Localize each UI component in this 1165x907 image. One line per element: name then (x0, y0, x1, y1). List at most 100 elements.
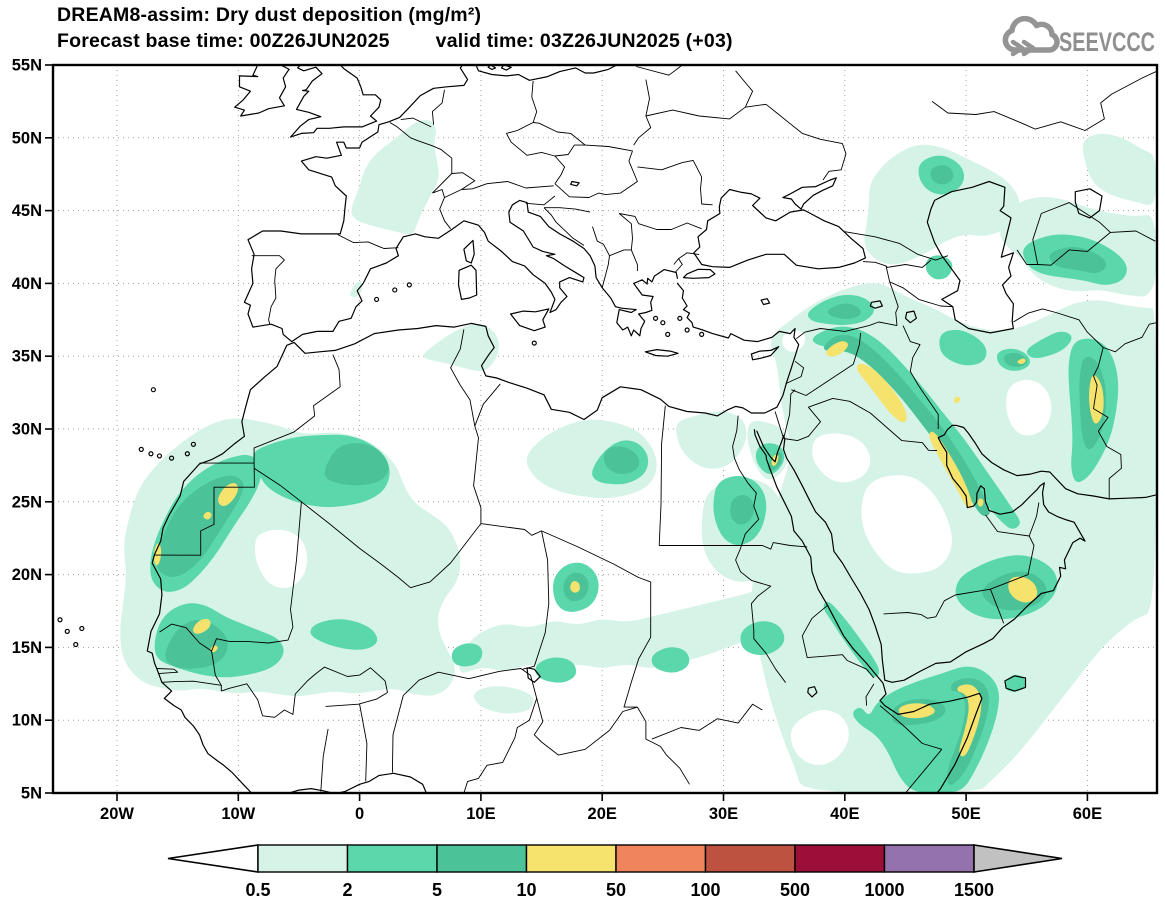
colorbar-cell (704, 844, 796, 873)
y-tick-label: 45N (12, 202, 42, 220)
colorbar-tick-label: 500 (780, 880, 810, 900)
x-tick-label: 20W (100, 805, 134, 823)
dust-gap-region (812, 433, 871, 483)
dust-contour-layer (120, 119, 1157, 793)
colorbar-cell (794, 844, 886, 873)
dust-region-level-4 (826, 341, 849, 357)
y-tick-label: 20N (12, 566, 42, 584)
dust-gap-region (790, 710, 849, 766)
dust-region-level-2 (535, 657, 577, 683)
dust-region-level-1 (459, 569, 819, 673)
dust-region-level-4 (857, 363, 907, 423)
colorbar-tick-label: 1500 (954, 880, 994, 900)
seevccc-logo: SEEVCCC (999, 14, 1159, 62)
dust-region-level-1 (864, 144, 1020, 265)
colorbar: 0.5 2 5 10 50 100 500 1000 1500 (167, 844, 1063, 900)
dust-region-level-3 (930, 165, 954, 185)
colorbar-tick-label: 2 (342, 880, 352, 900)
colorbar-tick-label: 5 (432, 880, 442, 900)
dust-region-level-3 (603, 446, 640, 475)
dust-region-level-4 (218, 483, 239, 506)
colorbar-under-arrow (167, 844, 259, 873)
dust-region-level-4 (1089, 375, 1104, 424)
dust-gap-region (1006, 379, 1052, 436)
axis-ticks (45, 64, 1089, 801)
country-border-layer (153, 65, 1157, 793)
base-time-text: Forecast base time: 00Z26JUN2025 (57, 30, 390, 52)
plot-header: DREAM8-assim: Dry dust deposition (mg/m²… (57, 4, 733, 53)
dust-region-level-3 (823, 335, 990, 517)
cloud-logo-icon (1002, 15, 1060, 57)
y-tick-label: 25N (12, 493, 42, 511)
dust-region-level-4 (953, 396, 961, 404)
dust-region-level-1 (1082, 133, 1157, 206)
y-tick-label: 50N (12, 129, 42, 147)
x-tick-label: 50E (951, 805, 980, 823)
colorbar-cell (436, 844, 528, 873)
dust-region-level-2 (740, 621, 785, 656)
y-tick-label: 30N (12, 421, 42, 439)
x-axis-labels: 20W 10W 0 10E 20E 30E 40E 50E 60E (100, 805, 1102, 823)
dust-region-level-1 (350, 281, 363, 297)
dust-gap-region (782, 330, 805, 352)
y-tick-label: 15N (12, 639, 42, 657)
colorbar-cell (615, 844, 707, 873)
y-axis-labels: 55N 50N 45N 40N 35N 30N 25N 20N 15N 10N 5N (12, 57, 42, 803)
colorbar-cell (257, 844, 349, 873)
dust-region-level-4 (153, 543, 162, 566)
dust-region-level-2 (1026, 331, 1072, 359)
x-tick-label: 10W (221, 805, 255, 823)
dust-region-level-4 (957, 684, 982, 757)
dust-gap-region (254, 529, 308, 589)
page-title: DREAM8-assim: Dry dust deposition (mg/m²… (57, 4, 482, 26)
y-tick-label: 35N (12, 348, 42, 366)
dust-region-level-2 (823, 601, 880, 677)
dust-region-level-2 (310, 619, 378, 650)
dust-region-level-1 (752, 283, 1157, 793)
dust-region-level-1 (676, 411, 747, 469)
x-tick-label: 40E (830, 805, 859, 823)
colorbar-tick-label: 100 (690, 880, 720, 900)
dust-region-level-4 (570, 581, 580, 593)
colorbar-tick-label: 50 (606, 880, 626, 900)
colorbar-cell (883, 844, 975, 873)
dust-region-level-4 (193, 618, 211, 634)
forecast-time-line: Forecast base time: 00Z26JUN2025 valid ti… (57, 30, 733, 53)
dust-region-level-4 (1017, 358, 1026, 365)
x-tick-label: 0 (355, 805, 364, 823)
y-tick-label: 5N (21, 785, 42, 803)
dust-region-level-3 (324, 443, 389, 486)
colorbar-cell (346, 844, 438, 873)
dust-region-level-3 (1049, 247, 1107, 274)
dust-region-level-2 (939, 329, 987, 366)
coastline-layer (57, 65, 1157, 793)
colorbar-tick-label: 1000 (864, 880, 904, 900)
x-tick-label: 20E (588, 805, 617, 823)
x-tick-label: 30E (709, 805, 738, 823)
dust-region-level-4 (1008, 576, 1038, 603)
map-plot-area (53, 65, 1157, 793)
dust-region-level-4 (977, 498, 984, 507)
colorbar-over-arrow (973, 844, 1063, 873)
dust-region-level-2 (651, 647, 690, 673)
dust-region-level-2 (451, 643, 483, 667)
dust-region-level-2 (1004, 674, 1026, 692)
y-tick-label: 10N (12, 712, 42, 730)
colorbar-tick-label: 10 (516, 880, 536, 900)
dust-region-level-1 (351, 119, 439, 235)
colorbar-cell (525, 844, 617, 873)
dust-region-level-3 (827, 303, 861, 319)
colorbar-tick-label: 0.5 (245, 880, 270, 900)
dust-gap-region (861, 475, 952, 574)
dust-region-level-1 (423, 324, 499, 372)
x-tick-label: 10E (466, 805, 495, 823)
dust-region-level-3 (730, 494, 755, 525)
valid-time-text: valid time: 03Z26JUN2025 (+03) (435, 30, 733, 52)
dust-region-level-1 (474, 686, 534, 714)
y-tick-label: 40N (12, 275, 42, 293)
x-tick-label: 60E (1073, 805, 1102, 823)
logo-text: SEEVCCC (1059, 27, 1155, 57)
y-tick-label: 55N (12, 57, 42, 75)
